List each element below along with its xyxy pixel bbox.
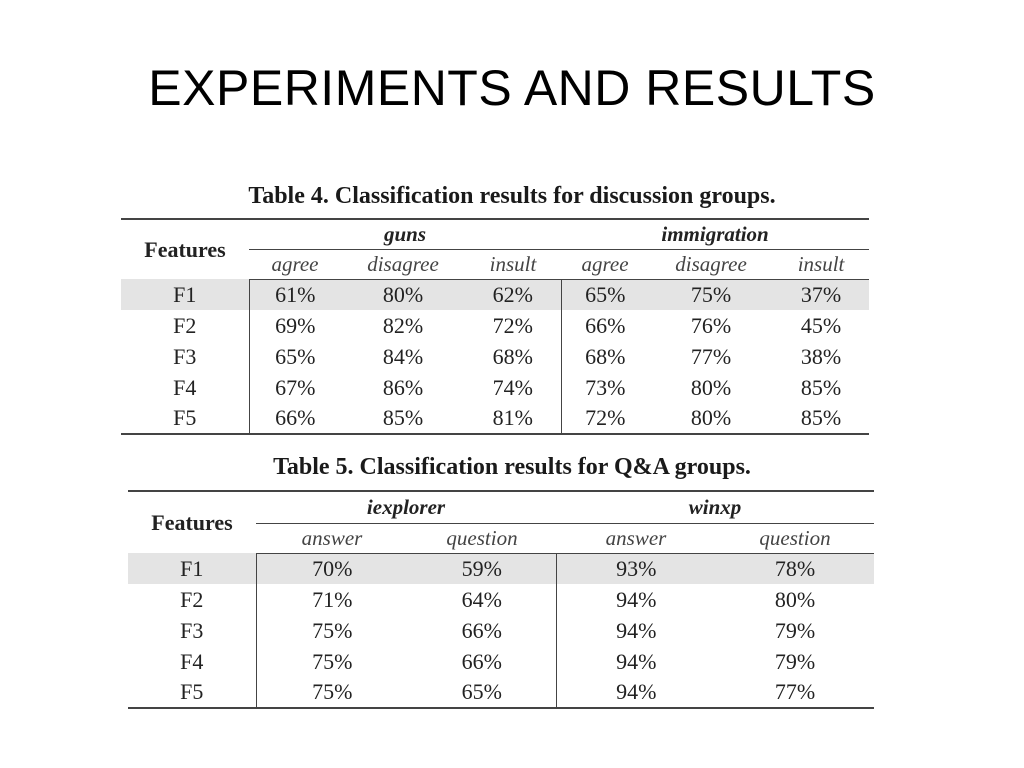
feature-label: F3 <box>128 615 257 646</box>
value-cell: 73% <box>585 374 626 400</box>
value-cell: 76% <box>690 312 732 338</box>
value-cell: 66% <box>249 403 341 435</box>
value-cell: 75% <box>256 677 408 709</box>
value-cell: 68% <box>465 341 562 372</box>
table-row: F4 67% 86% 74% 73% 80% 85% <box>121 372 869 403</box>
value-cell: 67% <box>275 374 316 400</box>
value-cell: 79% <box>774 617 816 643</box>
value-cell: 74% <box>465 372 562 403</box>
feature-label: F2 <box>121 310 250 341</box>
subheader-guns-disagree: disagree <box>341 249 465 280</box>
value-cell: 66% <box>408 615 557 646</box>
value-cell: 94% <box>556 677 716 709</box>
value-cell: 59% <box>408 553 557 584</box>
table-row: F5 75% 65% 94% 77% <box>128 677 874 709</box>
feature-label: F5 <box>121 403 250 435</box>
group-header-winxp: winxp <box>556 491 874 524</box>
group-header-immigration: immigration <box>561 219 870 250</box>
table-5-caption: Table 5. Classification results for Q&A … <box>273 454 751 480</box>
feature-label: F4 <box>128 646 257 677</box>
value-cell: 38% <box>800 343 842 369</box>
value-cell: 75% <box>649 279 774 310</box>
table-4-discussion-groups: Features guns immigration agree disagree… <box>121 218 870 435</box>
feature-label: F4 <box>121 372 250 403</box>
features-header: Features <box>144 236 226 262</box>
value-cell: 78% <box>716 553 874 584</box>
subheader-immigration-agree: agree <box>561 249 650 280</box>
value-cell: 94% <box>616 586 657 612</box>
value-cell: 75% <box>312 617 353 643</box>
subheader-winxp-question: question <box>716 523 874 554</box>
value-cell: 93% <box>556 553 716 584</box>
table-row: F4 75% 66% 94% 79% <box>128 646 874 677</box>
subheader-iexplorer-answer: answer <box>256 523 408 554</box>
value-cell: 72% <box>465 310 562 341</box>
value-cell: 85% <box>341 403 465 435</box>
value-cell: 68% <box>585 343 626 369</box>
table-row: F1 70% 59% 93% 78% <box>128 553 874 584</box>
value-cell: 77% <box>690 343 732 369</box>
slide-title: EXPERIMENTS AND RESULTS <box>148 60 876 116</box>
subheader-guns-agree: agree <box>249 249 341 280</box>
value-cell: 85% <box>773 403 870 435</box>
value-cell: 61% <box>249 279 341 310</box>
value-cell: 80% <box>690 374 732 400</box>
value-cell: 94% <box>616 617 657 643</box>
subheader-immigration-disagree: disagree <box>649 249 774 280</box>
table-row: F3 65% 84% 68% 68% 77% 38% <box>121 341 869 372</box>
table-row: F5 66% 85% 81% 72% 80% 85% <box>121 403 870 435</box>
table-row: F3 75% 66% 94% 79% <box>128 615 874 646</box>
subheader-iexplorer-question: question <box>408 523 556 554</box>
value-cell: 64% <box>408 584 557 615</box>
value-cell: 65% <box>275 343 316 369</box>
value-cell: 79% <box>774 648 816 674</box>
value-cell: 69% <box>275 312 316 338</box>
value-cell: 85% <box>800 374 842 400</box>
value-cell: 66% <box>408 646 557 677</box>
table-row: F1 61% 80% 62% 65% 75% 37% <box>121 279 870 310</box>
value-cell: 62% <box>465 279 562 310</box>
value-cell: 37% <box>773 279 870 310</box>
feature-label: F1 <box>128 553 257 584</box>
value-cell: 75% <box>312 648 353 674</box>
subheader-guns-insult: insult <box>465 249 562 280</box>
value-cell: 65% <box>561 279 650 310</box>
value-cell: 72% <box>561 403 650 435</box>
value-cell: 71% <box>312 586 353 612</box>
subheader-winxp-answer: answer <box>556 523 716 554</box>
value-cell: 70% <box>256 553 408 584</box>
value-cell: 80% <box>649 403 774 435</box>
table-row: F2 71% 64% 94% 80% <box>128 584 874 615</box>
value-cell: 82% <box>382 312 424 338</box>
group-header-guns: guns <box>249 219 562 250</box>
value-cell: 45% <box>800 312 842 338</box>
feature-label: F2 <box>128 584 257 615</box>
table-4-caption: Table 4. Classification results for disc… <box>248 183 776 209</box>
value-cell: 65% <box>408 677 557 709</box>
table-5-qa-groups: Features iexplorer winxp answer question… <box>128 490 874 709</box>
value-cell: 94% <box>616 648 657 674</box>
feature-label: F5 <box>128 677 257 709</box>
value-cell: 84% <box>382 343 424 369</box>
feature-label: F1 <box>121 279 250 310</box>
value-cell: 81% <box>465 403 562 435</box>
features-header: Features <box>151 509 233 535</box>
subheader-immigration-insult: insult <box>773 249 870 280</box>
group-header-iexplorer: iexplorer <box>256 491 556 524</box>
value-cell: 86% <box>382 374 424 400</box>
feature-label: F3 <box>121 341 250 372</box>
value-cell: 66% <box>585 312 626 338</box>
value-cell: 77% <box>716 677 874 709</box>
value-cell: 80% <box>341 279 465 310</box>
value-cell: 80% <box>774 586 816 612</box>
table-row: F2 69% 82% 72% 66% 76% 45% <box>121 310 869 341</box>
